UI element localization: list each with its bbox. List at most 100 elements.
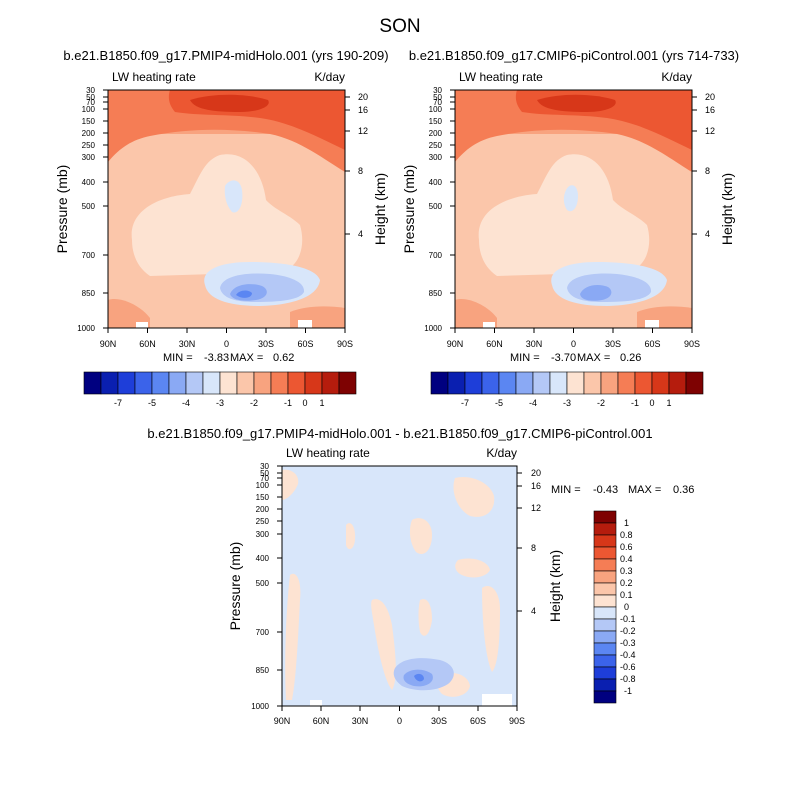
y-right-tick-label: 16: [705, 105, 715, 115]
colorbar-box: [447, 371, 466, 395]
y-tick-label: 150: [82, 117, 96, 126]
max-value: 0.36: [673, 484, 694, 496]
y-tick-label: 700: [82, 251, 96, 260]
y-right-tick-label: 20: [531, 468, 541, 478]
colorbar-label: -0.2: [620, 626, 636, 636]
x-tick-marks: [107, 328, 346, 333]
y-tick-label: 30: [86, 86, 95, 95]
y-tick-label: 1000: [424, 324, 442, 333]
colorbar-label: -0.6: [620, 662, 636, 672]
negative-core: [414, 673, 424, 682]
y-tick-label: 300: [82, 153, 96, 162]
colorbar-box: [304, 371, 323, 395]
positive-patch: [482, 586, 500, 672]
left-string: LW heating rate: [112, 70, 196, 84]
right-string: K/day: [314, 70, 345, 84]
colorbar-box: [593, 654, 617, 668]
colorbar-label: -3: [216, 398, 224, 408]
colorbar-box: [134, 371, 153, 395]
y-tick-label: 50: [433, 93, 442, 102]
colorbar-box: [270, 371, 289, 395]
panel-title: b.e21.B1850.f09_g17.PMIP4-midHolo.001 (y…: [63, 48, 388, 63]
colorbar-box: [549, 371, 568, 395]
y-tick-label: 700: [429, 251, 443, 260]
y-tick-label: 100: [429, 105, 443, 114]
colorbar-box: [600, 371, 619, 395]
colorbar-box: [202, 371, 221, 395]
colorbar-label: 0.6: [620, 542, 633, 552]
colorbar-label: 1: [624, 518, 629, 528]
x-tick-marks: [281, 706, 518, 711]
x-tick-label: 60S: [297, 339, 313, 349]
y-tick-label: 200: [82, 129, 96, 138]
min-max-readout: MIN = -0.43 MAX = 0.36: [551, 484, 694, 496]
x-tick-label: 60N: [139, 339, 156, 349]
positive-patch: [346, 523, 356, 550]
colorbar-box: [593, 546, 617, 560]
colorbar-box: [593, 642, 617, 656]
x-tick-label: 90S: [684, 339, 700, 349]
y-tick-marks: [103, 89, 108, 329]
colorbar-box: [219, 371, 238, 395]
x-tick-label: 0: [397, 716, 402, 726]
surface-heating: [108, 299, 150, 328]
x-tick-label: 60S: [470, 716, 486, 726]
colorbar-box: [83, 371, 102, 395]
colorbar-box: [117, 371, 136, 395]
positive-patch: [282, 469, 299, 500]
trop-light-region: [131, 154, 303, 276]
terrain-mask: [298, 320, 312, 328]
min-label: MIN =: [510, 352, 540, 364]
y-right-tick-label: 8: [358, 166, 363, 176]
colorbar-label: -1: [284, 398, 292, 408]
colorbar-box: [593, 690, 617, 704]
x-tick-marks: [454, 328, 693, 333]
positive-patch: [455, 558, 490, 578]
colorbar-label: -7: [461, 398, 469, 408]
colorbar-label: 0: [302, 398, 307, 408]
panel-title: b.e21.B1850.f09_g17.PMIP4-midHolo.001 - …: [147, 426, 652, 441]
colorbar-label: -0.4: [620, 650, 636, 660]
positive-patch: [453, 476, 495, 517]
y-axis-right-title: Height (km): [372, 173, 388, 245]
trop-pale-blue: [224, 180, 243, 213]
colorbar-box: [593, 618, 617, 632]
min-value: -3.83: [204, 352, 229, 364]
colorbar-box: [668, 371, 687, 395]
left-string: LW heating rate: [459, 70, 543, 84]
x-tick-label: 60N: [486, 339, 503, 349]
x-tick-label: 0: [571, 339, 576, 349]
positive-patch: [409, 518, 432, 555]
trop-light-region: [478, 154, 650, 276]
y-tick-label: 500: [429, 202, 443, 211]
y-tick-label: 250: [256, 517, 270, 526]
colorbar-label: -5: [148, 398, 156, 408]
x-tick-label: 60N: [313, 716, 330, 726]
y-right-tick-label: 4: [358, 229, 363, 239]
y-right-tick-label: 8: [531, 543, 536, 553]
colorbar-box: [532, 371, 551, 395]
y-right-tick-label: 20: [705, 92, 715, 102]
colorbar-box: [287, 371, 306, 395]
colorbar-box: [593, 558, 617, 572]
y-tick-label: 100: [82, 105, 96, 114]
min-label: MIN =: [163, 352, 193, 364]
panel-title: b.e21.B1850.f09_g17.CMIP6-piControl.001 …: [409, 48, 739, 63]
colorbar: -7 -5 -4 -3 -2 -1 0 1: [83, 371, 357, 408]
y-right-tick-marks: [345, 96, 350, 235]
colorbar-box: [151, 371, 170, 395]
y-tick-label: 100: [256, 481, 270, 490]
panel-difference: b.e21.B1850.f09_g17.PMIP4-midHolo.001 - …: [147, 426, 694, 726]
x-ticks: 90N 60N 30N 0 30S 60S 90S: [447, 328, 700, 349]
y-tick-marks: [450, 89, 455, 329]
colorbar-label: -1: [624, 686, 632, 696]
x-tick-label: 30N: [526, 339, 543, 349]
colorbar-label: 0.4: [620, 554, 633, 564]
colorbar-box: [338, 371, 357, 395]
colorbar-box: [617, 371, 636, 395]
colorbar-box: [498, 371, 517, 395]
y-right-tick-label: 8: [705, 166, 710, 176]
colorbar-label: -4: [529, 398, 537, 408]
colorbar-label: 0.1: [620, 590, 633, 600]
